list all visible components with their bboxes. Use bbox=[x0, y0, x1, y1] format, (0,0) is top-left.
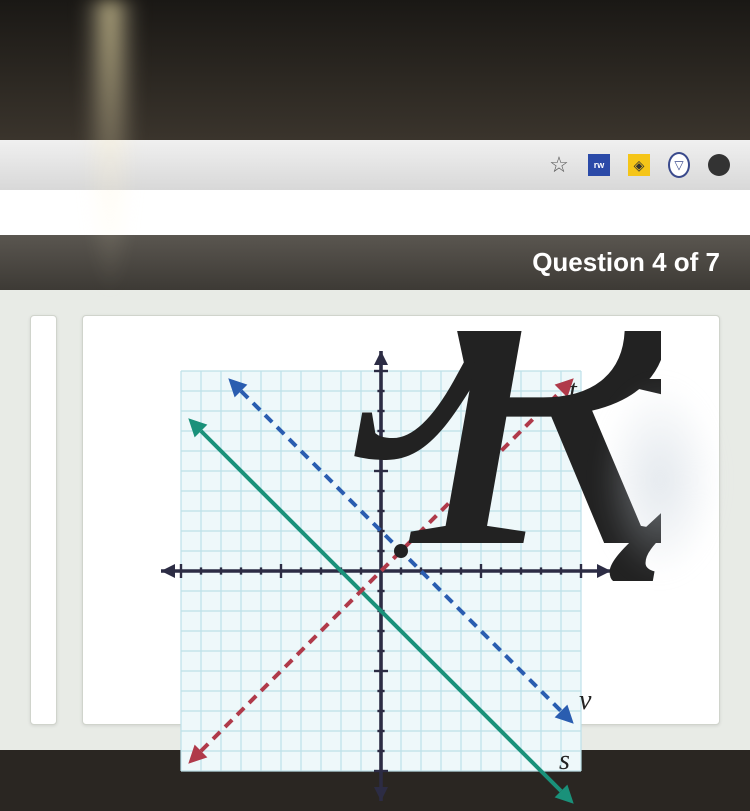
page-header-strip bbox=[0, 190, 750, 237]
extension-dark-icon[interactable] bbox=[708, 154, 730, 176]
device-bezel-top bbox=[0, 0, 750, 140]
graph-card: y x R stv bbox=[82, 315, 720, 725]
content-area: y x R stv bbox=[0, 290, 750, 750]
point-r bbox=[394, 544, 408, 558]
coordinate-graph: y x R stv bbox=[141, 331, 661, 811]
prev-card-edge bbox=[30, 315, 57, 725]
line-label-t: t bbox=[569, 375, 578, 406]
line-label-v: v bbox=[579, 685, 592, 716]
extension-shield-icon[interactable]: ▽ bbox=[668, 154, 690, 176]
bookmark-star-icon[interactable]: ☆ bbox=[548, 154, 570, 176]
browser-toolbar: ☆ rw ◈ ▽ bbox=[0, 140, 750, 191]
readwrite-extension-icon[interactable]: rw bbox=[588, 154, 610, 176]
point-r-label: R bbox=[404, 331, 661, 639]
extension-yellow-icon[interactable]: ◈ bbox=[628, 154, 650, 176]
question-progress-bar: Question 4 of 7 bbox=[0, 235, 750, 290]
question-counter-label: Question 4 of 7 bbox=[532, 247, 720, 278]
